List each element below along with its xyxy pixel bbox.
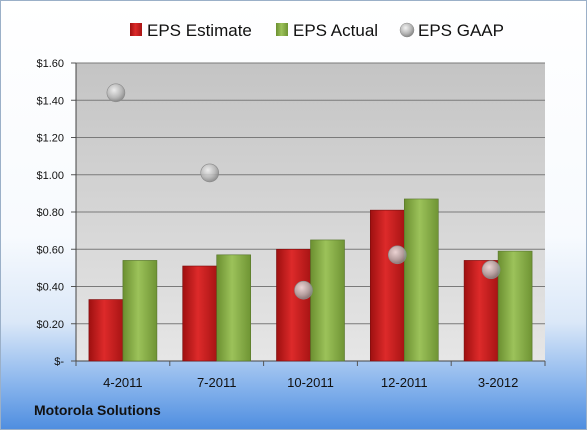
legend-swatch [276,23,288,36]
bar-eps-actual [310,239,345,362]
point-eps-gaap [481,260,501,280]
bar-eps-actual [216,254,251,362]
point-eps-gaap [387,245,407,265]
x-category-label: 7-2011 [197,375,237,390]
x-category-label: 4-2011 [103,375,143,390]
y-tick-label: $1.20 [36,133,64,145]
legend-label: EPS Actual [293,21,378,40]
y-tick-label: $0.40 [36,282,64,294]
point-eps-gaap [294,280,313,300]
bar-eps-actual [497,250,533,362]
y-tick-label: $1.60 [36,58,64,70]
bar-eps-actual [403,198,439,362]
bar-eps-estimate [182,265,217,362]
y-tick-label: $1.00 [36,170,64,182]
x-category-label: 3-2012 [478,375,518,390]
legend-swatch [130,23,142,36]
legend-label: EPS GAAP [418,21,504,40]
y-tick-label: $0.60 [36,244,64,256]
legend-swatch [399,22,415,38]
y-tick-label: $0.20 [36,319,64,331]
point-eps-gaap [200,163,219,183]
x-category-label: 10-2011 [287,375,334,390]
bar-eps-actual [122,260,158,362]
legend-label: EPS Estimate [147,21,252,40]
point-eps-gaap [106,83,126,103]
company-name: Motorola Solutions [34,402,161,418]
y-tick-label: $0.80 [36,207,64,219]
bar-eps-estimate [88,299,124,362]
bar-eps-estimate [276,248,311,362]
x-category-label: 12-2011 [381,375,428,390]
y-tick-label: $1.40 [36,95,64,107]
bar-eps-estimate [369,209,405,362]
y-tick-label: $- [54,356,64,368]
